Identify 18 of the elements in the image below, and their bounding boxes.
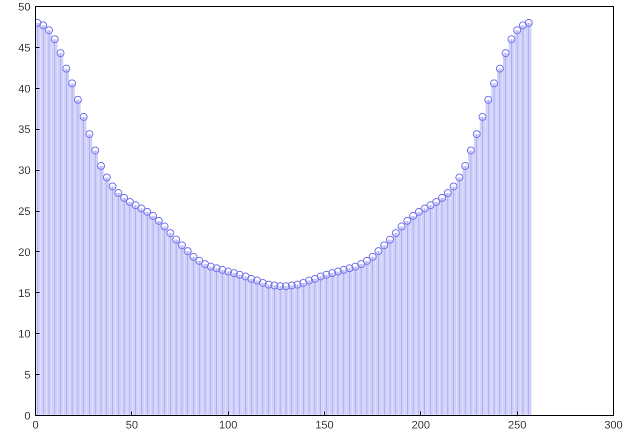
y-tick-label: 35: [18, 124, 31, 136]
y-tick-label: 50: [18, 2, 31, 14]
x-tick-label: 300: [604, 420, 623, 432]
y-tick-label: 40: [18, 83, 31, 96]
y-tick-label: 15: [18, 288, 31, 300]
x-tick-label: 150: [315, 420, 334, 432]
y-tick-label: 0: [24, 410, 31, 422]
y-tick-label: 20: [18, 246, 31, 259]
y-tick-label: 45: [18, 42, 31, 54]
y-tick-label: 30: [18, 165, 31, 178]
x-tick-label: 200: [412, 420, 430, 432]
x-tick-label: 50: [126, 420, 138, 432]
x-tick-label: 100: [218, 420, 238, 432]
y-tick-label: 5: [24, 370, 31, 382]
x-tick-label: 0: [32, 420, 39, 432]
y-tick-label: 25: [18, 206, 31, 218]
y-tick-label: 10: [18, 328, 31, 341]
x-tick-label: 250: [508, 420, 526, 432]
